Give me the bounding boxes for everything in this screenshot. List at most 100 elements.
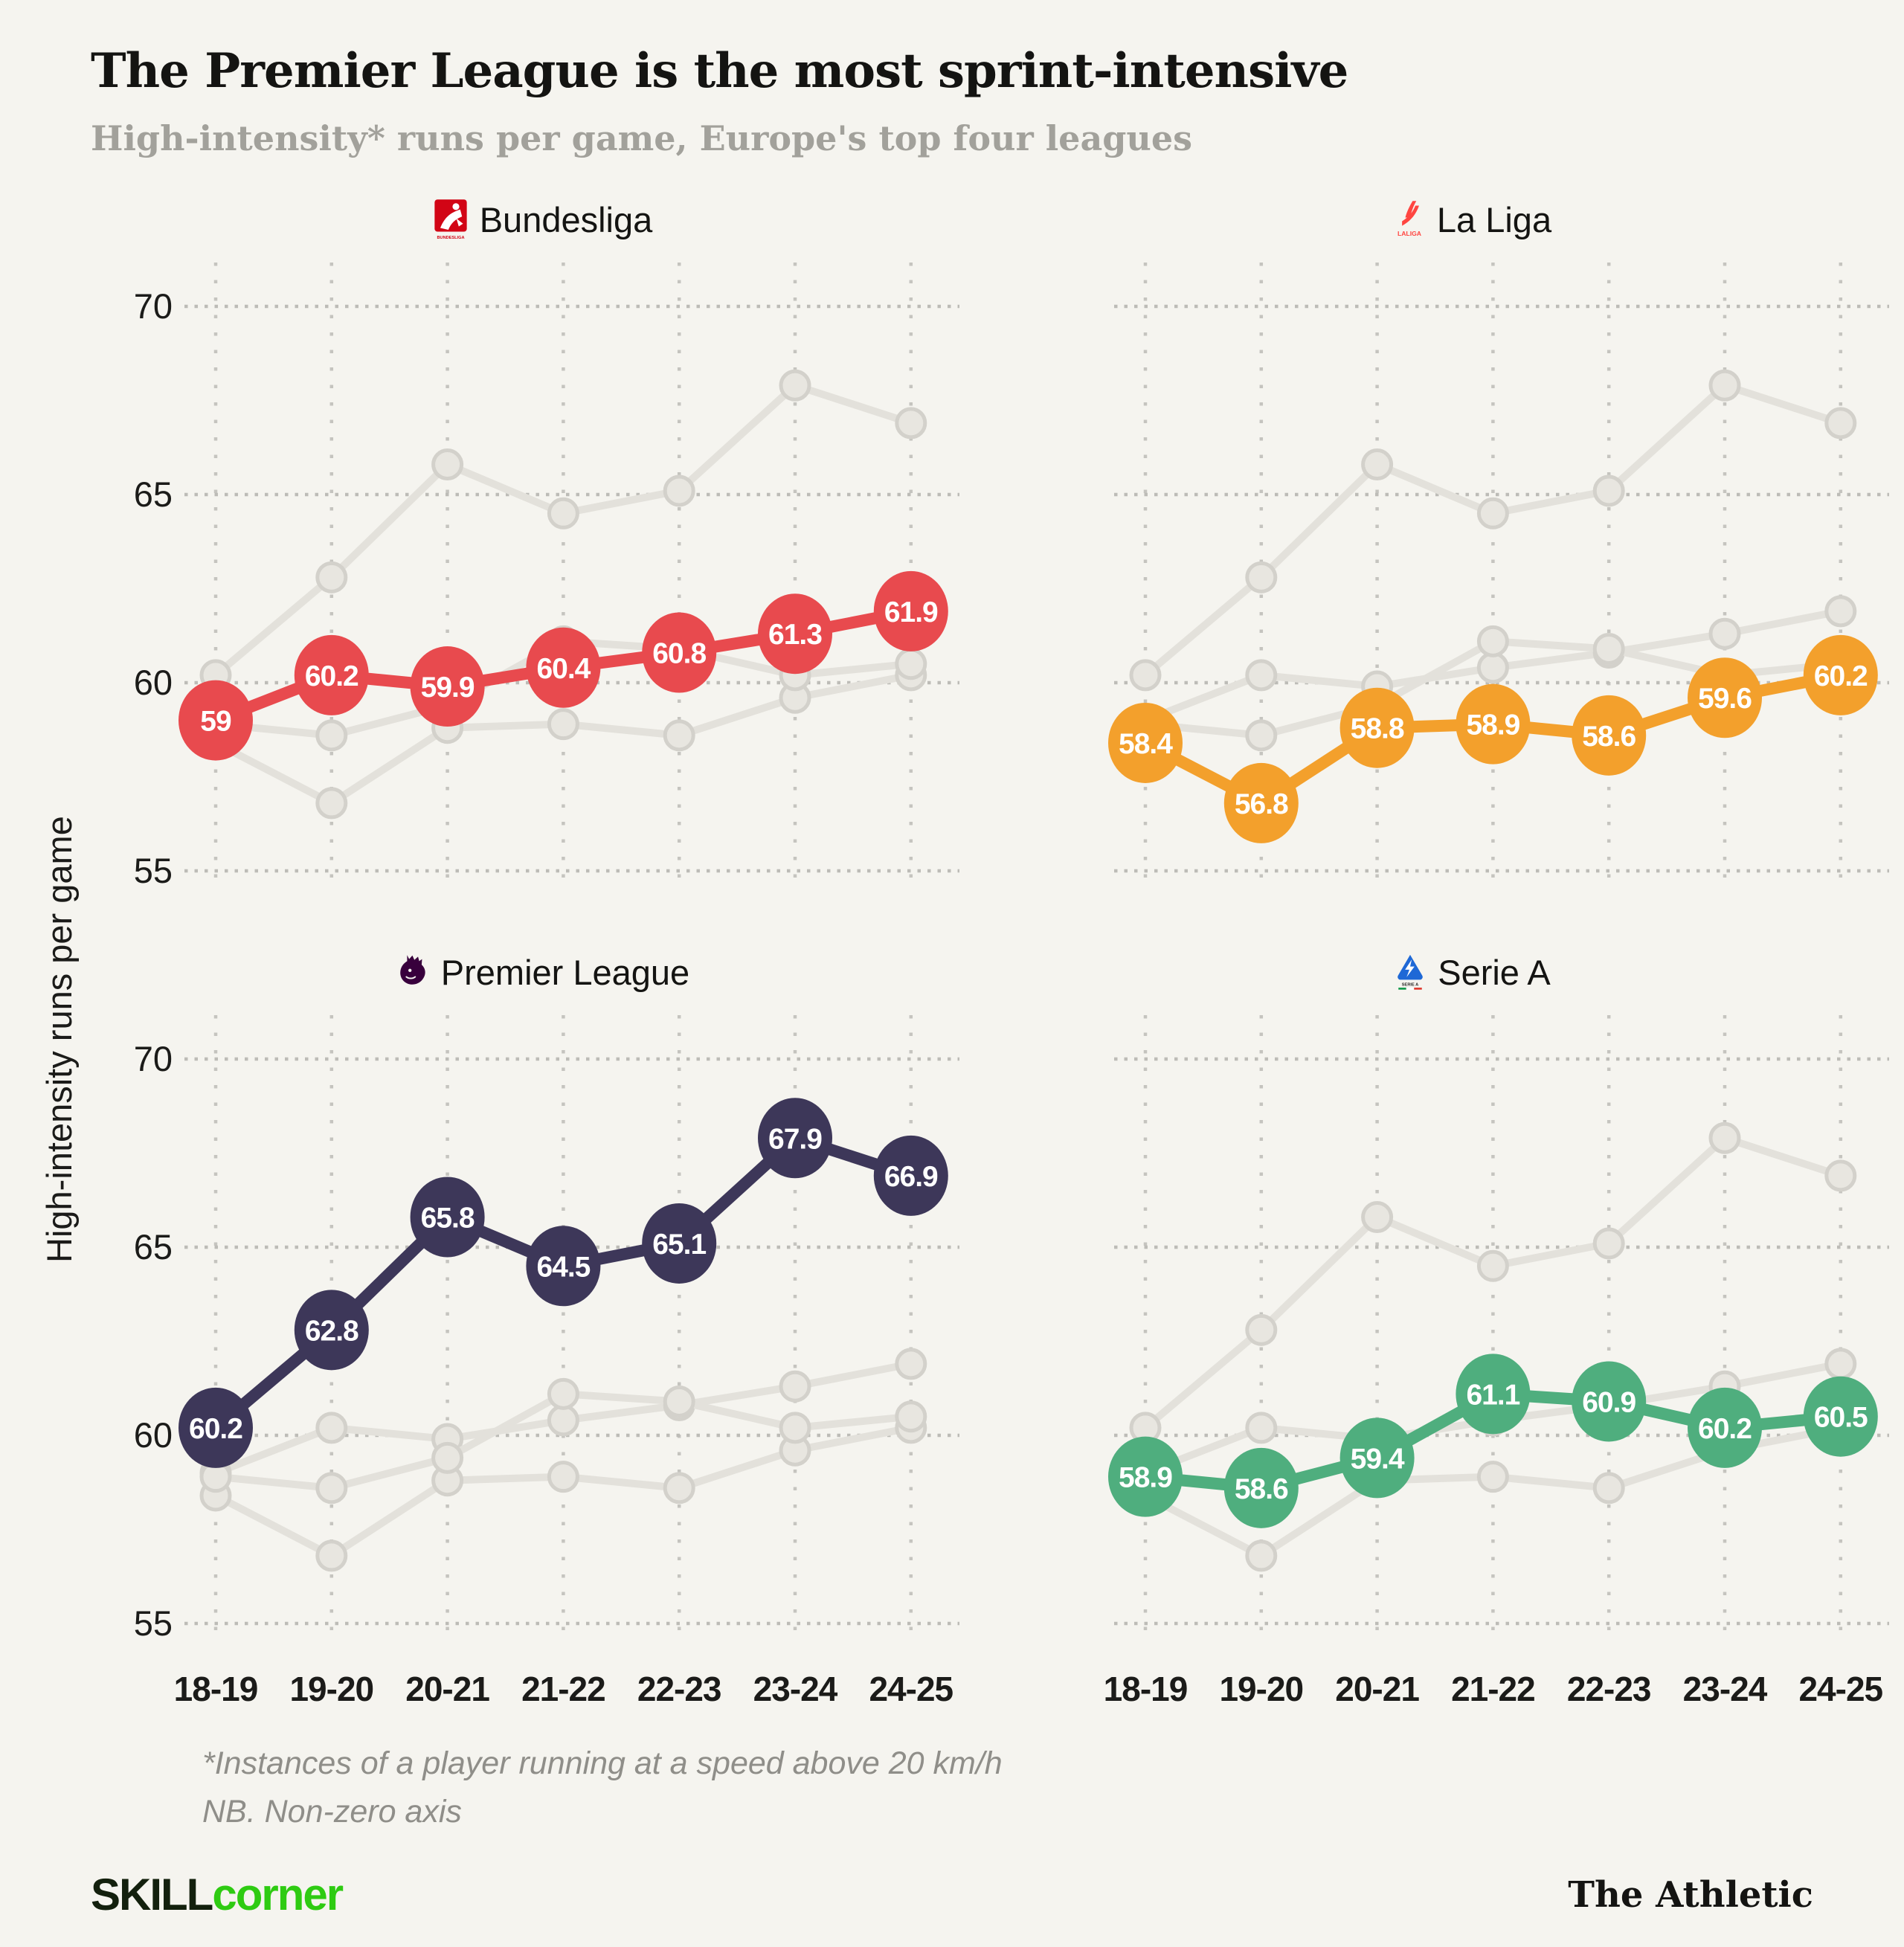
y-tick-label: 70 bbox=[134, 1039, 173, 1078]
panel-premier-league: Premier League 70 65 60 55 18-19 19-20 20-21 21… bbox=[119, 908, 967, 1723]
bundesliga-logo: BUNDESLIGA bbox=[434, 199, 467, 240]
data-point-marker bbox=[1688, 657, 1762, 738]
y-axis-label: High-intensity runs per game bbox=[39, 816, 79, 1263]
data-point-marker bbox=[294, 1290, 369, 1371]
data-point-marker bbox=[758, 1098, 832, 1179]
data-point-marker bbox=[873, 1135, 948, 1216]
y-tick-label: 65 bbox=[134, 1227, 173, 1267]
data-point-label: 66.9 bbox=[884, 1161, 938, 1193]
data-point-marker bbox=[1572, 1361, 1647, 1442]
data-point-label: 60.4 bbox=[536, 653, 591, 685]
bundesliga-chart: 70 65 60 55 59 60.2 59.9 60.4 60.8 61.3 61.9 bbox=[134, 263, 959, 892]
data-point-marker bbox=[1223, 762, 1299, 843]
data-point-marker bbox=[642, 612, 717, 693]
data-point-label: 59 bbox=[200, 706, 231, 738]
data-point-label: 65.8 bbox=[421, 1203, 475, 1235]
x-tick-label: 23-24 bbox=[753, 1670, 838, 1708]
panel-header-laliga: LALIGA La Liga bbox=[1049, 196, 1897, 243]
data-point-label: 58.9 bbox=[1119, 1462, 1172, 1494]
data-point-marker bbox=[1456, 683, 1531, 765]
data-point-label: 61.1 bbox=[1466, 1379, 1519, 1411]
data-point-marker bbox=[178, 1387, 253, 1468]
data-point-label: 60.2 bbox=[305, 660, 358, 692]
x-tick-label: 21-22 bbox=[521, 1670, 605, 1708]
x-tick-label: 23-24 bbox=[1683, 1670, 1768, 1708]
y-tick-label: 55 bbox=[134, 851, 173, 890]
data-point-marker bbox=[1339, 1417, 1415, 1499]
x-tick-label: 19-20 bbox=[289, 1670, 373, 1708]
data-point-marker bbox=[1339, 687, 1415, 768]
data-point-marker bbox=[1108, 1436, 1183, 1517]
x-tick-label: 18-19 bbox=[1104, 1670, 1188, 1708]
data-point-label: 65.1 bbox=[652, 1229, 706, 1261]
page-subtitle: High-intensity* runs per game, Europe's … bbox=[91, 118, 1193, 158]
y-tick-label: 55 bbox=[134, 1603, 173, 1643]
data-point-label: 59.6 bbox=[1698, 683, 1752, 715]
data-point-marker bbox=[526, 627, 601, 708]
data-point-marker bbox=[294, 634, 369, 715]
y-tick-label: 65 bbox=[134, 474, 173, 514]
footnote-axis: NB. Non-zero axis bbox=[202, 1793, 462, 1829]
data-point-marker bbox=[1572, 695, 1647, 776]
data-point-label: 60.2 bbox=[1698, 1413, 1752, 1445]
data-point-label: 60.5 bbox=[1814, 1402, 1868, 1434]
panel-title-laliga: La Liga bbox=[1436, 199, 1552, 239]
data-point-label: 58.4 bbox=[1119, 728, 1173, 760]
data-point-label: 58.6 bbox=[1582, 721, 1636, 753]
footnotes: *Instances of a player running at a spee… bbox=[202, 1740, 1904, 1835]
data-point-marker bbox=[758, 593, 832, 675]
svg-text:LALIGA: LALIGA bbox=[1398, 230, 1421, 237]
data-point-label: 62.8 bbox=[305, 1315, 358, 1347]
serie-a-logo: SERIE A bbox=[1398, 954, 1424, 990]
laliga-chart: 58.4 56.8 58.8 58.9 58.6 59.6 60.2 bbox=[1108, 263, 1889, 892]
data-point-marker bbox=[1803, 634, 1878, 715]
data-point-label: 60.9 bbox=[1582, 1386, 1636, 1418]
data-point-label: 60.2 bbox=[1814, 660, 1868, 692]
skillcorner-logo-corner: corner bbox=[212, 1870, 344, 1919]
panel-header-premier-league: Premier League bbox=[119, 948, 967, 996]
x-tick-label: 24-25 bbox=[1798, 1670, 1882, 1708]
charts-grid: BUNDESLIGA Bundesliga 70 65 60 55 59 60.2 59.9… bbox=[119, 173, 1904, 1723]
svg-text:SERIE A: SERIE A bbox=[1402, 982, 1418, 987]
x-tick-label: 19-20 bbox=[1219, 1670, 1303, 1708]
data-point-label: 59.9 bbox=[421, 672, 475, 704]
data-point-marker bbox=[410, 1177, 485, 1258]
x-tick-label: 18-19 bbox=[174, 1670, 258, 1708]
data-point-marker bbox=[410, 646, 485, 727]
data-point-marker bbox=[1688, 1387, 1762, 1468]
svg-text:BUNDESLIGA: BUNDESLIGA bbox=[437, 236, 464, 240]
panel-header-serie-a: SERIE A Serie A bbox=[1049, 948, 1897, 996]
the-athletic-logo: The Athletic bbox=[1568, 1873, 1813, 1916]
footnote-definition: *Instances of a player running at a spee… bbox=[202, 1745, 1003, 1781]
panel-serie-a: SERIE A Serie A 18-19 19-20 20-21 21-22 22-2… bbox=[1049, 908, 1897, 1723]
data-point-marker bbox=[1456, 1354, 1531, 1435]
data-point-label: 58.9 bbox=[1466, 709, 1519, 741]
data-point-marker bbox=[873, 570, 948, 651]
data-point-label: 61.9 bbox=[884, 596, 938, 628]
data-point-label: 59.4 bbox=[1351, 1443, 1405, 1475]
data-point-label: 60.8 bbox=[652, 638, 706, 670]
data-point-marker bbox=[1803, 1376, 1878, 1457]
data-point-label: 67.9 bbox=[768, 1123, 822, 1155]
panel-title-serie-a: Serie A bbox=[1438, 952, 1551, 992]
x-tick-label: 20-21 bbox=[1335, 1670, 1419, 1708]
data-point-marker bbox=[178, 680, 253, 761]
data-point-marker bbox=[642, 1203, 717, 1284]
panel-title-bundesliga: Bundesliga bbox=[479, 199, 653, 239]
data-point-label: 64.5 bbox=[536, 1251, 590, 1283]
y-tick-label: 60 bbox=[134, 663, 173, 702]
data-point-marker bbox=[1223, 1447, 1299, 1528]
panel-bundesliga: BUNDESLIGA Bundesliga 70 65 60 55 59 60.2 59.9… bbox=[119, 173, 967, 908]
skillcorner-logo-skill: SKILL bbox=[91, 1870, 213, 1919]
x-tick-label: 21-22 bbox=[1451, 1670, 1535, 1708]
x-tick-label: 22-23 bbox=[637, 1670, 721, 1708]
data-point-label: 56.8 bbox=[1235, 788, 1288, 820]
y-tick-label: 70 bbox=[134, 286, 173, 326]
data-point-marker bbox=[1108, 702, 1183, 783]
panel-title-premier-league: Premier League bbox=[440, 952, 690, 992]
skillcorner-logo: SKILLcorner bbox=[91, 1869, 344, 1920]
panel-header-bundesliga: BUNDESLIGA Bundesliga bbox=[119, 196, 967, 243]
x-tick-label: 22-23 bbox=[1567, 1670, 1651, 1708]
data-point-marker bbox=[526, 1226, 601, 1307]
